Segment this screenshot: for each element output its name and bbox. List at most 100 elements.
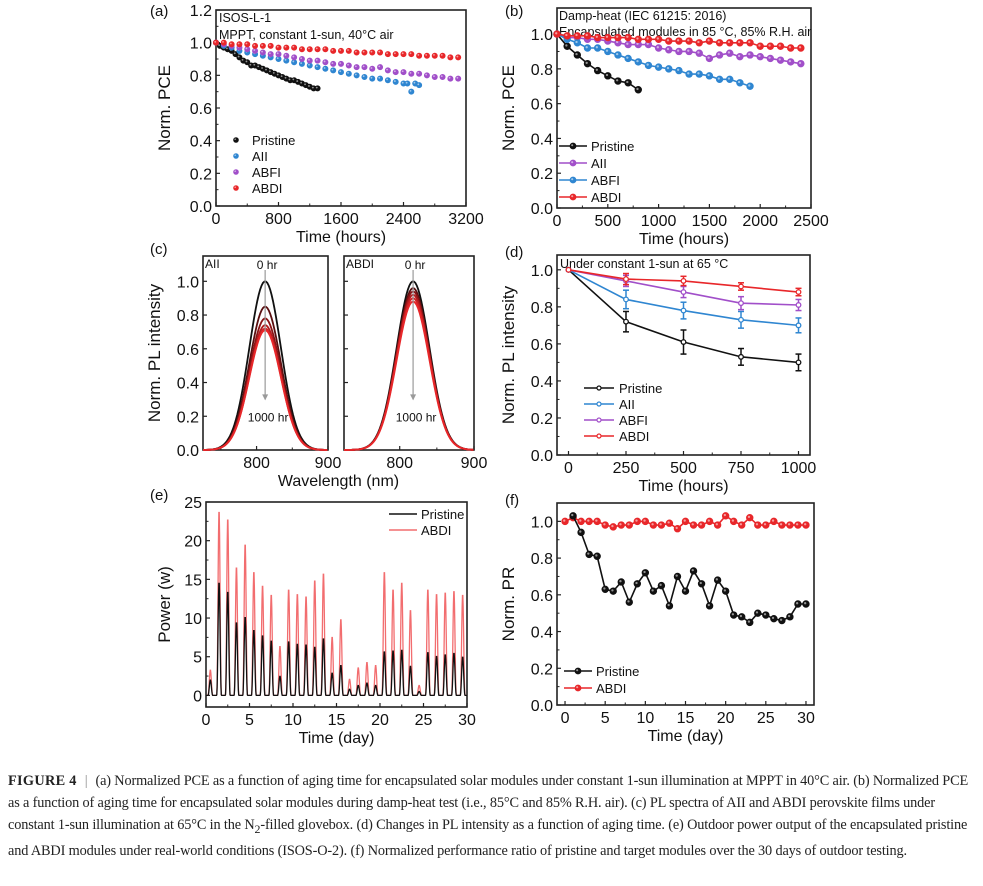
data-point: [275, 51, 282, 58]
data-point: [623, 318, 629, 325]
data-point-highlight: [739, 523, 743, 526]
data-point: [392, 78, 399, 85]
data-point: [369, 65, 376, 72]
data-point: [337, 60, 344, 67]
data-point: [337, 47, 344, 54]
data-point-highlight: [347, 49, 349, 51]
data-point-highlight: [448, 55, 451, 58]
data-point-highlight: [261, 50, 263, 53]
data-point-highlight: [234, 154, 237, 157]
data-point-highlight: [595, 68, 598, 71]
data-point-highlight: [616, 35, 619, 38]
data-point-highlight: [315, 47, 318, 50]
series-abdi: [561, 512, 810, 533]
data-point: [623, 296, 629, 303]
caption-subscript: 2: [254, 821, 261, 836]
data-point-highlight: [771, 616, 775, 620]
data-point: [330, 67, 337, 74]
data-point-highlight: [323, 67, 326, 69]
data-point: [439, 52, 446, 59]
pl-curve: [343, 297, 474, 451]
data-point: [423, 52, 430, 59]
y-axis-label: Norm. PL intensity: [145, 283, 164, 422]
pl-curve: [343, 300, 474, 451]
data-point-highlight: [616, 53, 619, 56]
data-point: [252, 42, 259, 49]
chart-e: 0 5 10 15 20 25 0 5 10 15 20 25 30 (e) Time (day) Power…: [150, 487, 476, 747]
data-point-highlight: [595, 35, 598, 38]
data-point-highlight: [413, 81, 416, 84]
data-point: [569, 159, 577, 167]
data-point-highlight: [292, 78, 295, 81]
data-point-highlight: [245, 60, 248, 63]
x-tick-label: 2500: [793, 213, 829, 230]
plot-frame: [343, 255, 475, 451]
legend-label: ABFI: [619, 413, 648, 428]
data-point-highlight: [292, 55, 295, 58]
data-point: [259, 49, 266, 56]
data-point-highlight: [253, 49, 256, 51]
data-point-highlight: [265, 68, 267, 71]
data-point-highlight: [378, 50, 381, 53]
x-tick-label: 10: [284, 712, 302, 729]
data-point: [306, 57, 313, 64]
y-tick-label: 0.8: [531, 300, 553, 317]
data-point: [795, 302, 802, 308]
y-tick-label: 15: [184, 572, 202, 589]
x-tick-label: 1500: [692, 213, 728, 230]
data-point-highlight: [354, 65, 357, 68]
data-point: [233, 185, 239, 191]
data-point-highlight: [723, 589, 727, 592]
data-point-highlight: [448, 76, 451, 79]
data-point: [337, 69, 344, 76]
subplot-aii: 0.0 0.2 0.4 0.6 0.8 1.0 800 900 0 hr 1000 hr AII: [177, 255, 341, 472]
data-point-highlight: [249, 63, 252, 66]
data-point-highlight: [675, 526, 678, 530]
y-tick-label: 0.0: [177, 443, 199, 460]
data-point-highlight: [280, 75, 283, 78]
data-point-highlight: [727, 51, 731, 54]
data-point-highlight: [576, 686, 579, 689]
data-point-highlight: [284, 76, 287, 79]
data-point: [212, 39, 219, 46]
data-point-highlight: [605, 73, 609, 77]
data-point: [322, 59, 329, 66]
data-point: [353, 64, 360, 71]
data-point-highlight: [214, 40, 217, 43]
data-point: [404, 80, 411, 87]
x-axis-label: Time (day): [299, 730, 375, 747]
data-point: [252, 47, 259, 54]
data-point-highlight: [787, 523, 791, 526]
legend-marker: [596, 417, 602, 423]
data-point-highlight: [315, 58, 318, 61]
data-point: [416, 82, 423, 89]
data-point-highlight: [755, 611, 759, 614]
data-point-highlight: [323, 60, 326, 63]
data-point-highlight: [308, 63, 310, 66]
data-point: [423, 72, 430, 79]
data-point-highlight: [331, 49, 334, 51]
data-point: [738, 300, 744, 307]
x-tick-label: 800: [243, 455, 270, 472]
data-point-highlight: [585, 33, 588, 37]
data-point-highlight: [798, 61, 802, 65]
data-point-highlight: [666, 47, 670, 51]
figure-caption: FIGURE 4 | (a) Normalized PCE as a functio…: [8, 770, 976, 862]
data-point: [795, 359, 802, 366]
data-point-highlight: [627, 523, 630, 526]
x-axis-label: Time (hours): [638, 478, 728, 495]
y-tick-label: 1.0: [531, 514, 553, 531]
data-point-highlight: [643, 570, 646, 574]
y-tick-label: 0.8: [531, 62, 553, 79]
x-tick-label: 5: [245, 712, 254, 729]
data-point-highlight: [587, 519, 590, 522]
data-point-highlight: [339, 62, 342, 65]
y-tick-label: 0.6: [190, 101, 212, 118]
data-point-highlight: [308, 58, 310, 61]
data-point-highlight: [386, 52, 388, 55]
data-point-highlight: [667, 521, 670, 524]
series-pristine-line: [206, 582, 467, 697]
data-point-highlight: [715, 523, 718, 526]
data-point-highlight: [456, 76, 459, 79]
data-point-highlight: [798, 46, 802, 49]
